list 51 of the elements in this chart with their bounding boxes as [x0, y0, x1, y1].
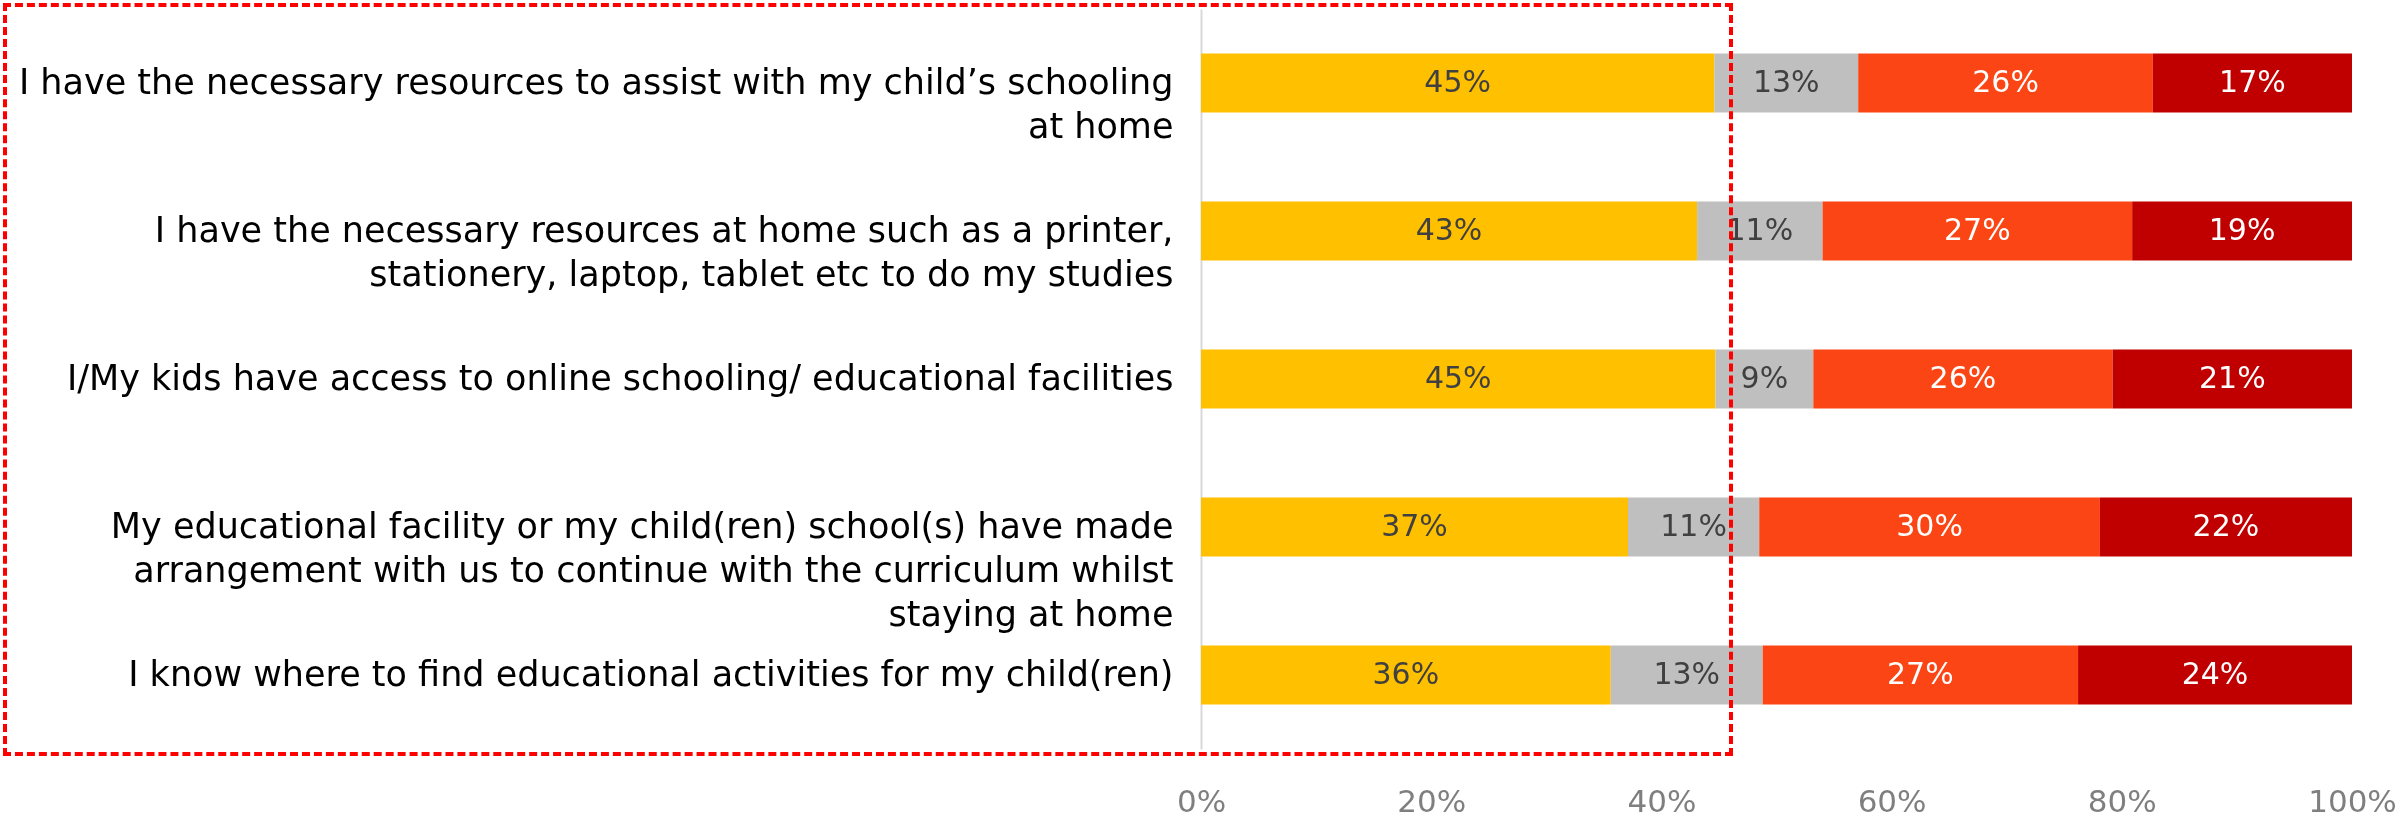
bar	[2112, 349, 2352, 409]
bar	[1610, 645, 1763, 705]
bar	[1201, 645, 1611, 705]
bar	[2152, 53, 2352, 113]
data-label: 13%	[1752, 64, 1820, 99]
data-label: 24%	[2181, 656, 2249, 691]
data-label: 45%	[1424, 64, 1492, 99]
bar	[1201, 349, 1716, 409]
bar	[1762, 645, 2079, 705]
data-label: 9%	[1740, 360, 1789, 395]
bar	[1628, 497, 1760, 557]
bar	[2132, 201, 2352, 261]
x-tick-label: 60%	[1857, 782, 1927, 819]
bar	[2099, 497, 2352, 557]
data-label: 45%	[1424, 360, 1492, 395]
data-label: 17%	[2219, 64, 2286, 99]
bar	[1822, 201, 2133, 261]
data-label: 26%	[1972, 64, 2039, 99]
bar	[1201, 497, 1629, 557]
data-label: 26%	[1929, 360, 1997, 395]
data-label: 27%	[1887, 656, 1954, 691]
data-label: 19%	[2208, 212, 2276, 247]
bar	[1697, 201, 1823, 261]
bar	[1714, 53, 1859, 113]
y-tick-label: I/My kids have access to online schooling/ educational facilities	[66, 358, 1174, 398]
data-label: 21%	[2198, 360, 2266, 395]
data-label: 36%	[1372, 656, 1440, 691]
data-label: 43%	[1415, 212, 1483, 247]
data-label: 37%	[1381, 508, 1448, 543]
bar	[1201, 201, 1698, 261]
y-tick-label: My educational facility or my child(ren) school(s) have made arrangement with us to continue with the curriculum whilst staying at home	[110, 506, 1174, 634]
x-tick-label: 100%	[2308, 782, 2397, 819]
bar	[1858, 53, 2153, 113]
y-tick-label: I know where to find educational activities for my child(ren)	[128, 654, 1174, 694]
bar	[1715, 349, 1814, 409]
x-tick-label: 0%	[1176, 782, 1227, 819]
bar	[1813, 349, 2113, 409]
data-label: 27%	[1944, 212, 2011, 247]
x-tick-label: 20%	[1397, 782, 1467, 819]
x-tick-label: 40%	[1627, 782, 1697, 819]
y-tick-label: I have the necessary resources to assist with my child’s schooling at home	[18, 62, 1174, 146]
y-tick-label: I have the necessary resources at home such as a printer, stationery, laptop, tablet etc to do my studies	[154, 210, 1174, 294]
data-label: 22%	[2192, 508, 2260, 543]
data-label: 13%	[1653, 656, 1721, 691]
bar	[2078, 645, 2352, 705]
bar	[1759, 497, 2100, 557]
bar	[1201, 53, 1715, 113]
data-label: 30%	[1896, 508, 1963, 543]
data-label: 11%	[1660, 508, 1727, 543]
data-label: 11%	[1726, 212, 1794, 247]
x-tick-label: 80%	[2087, 782, 2157, 819]
